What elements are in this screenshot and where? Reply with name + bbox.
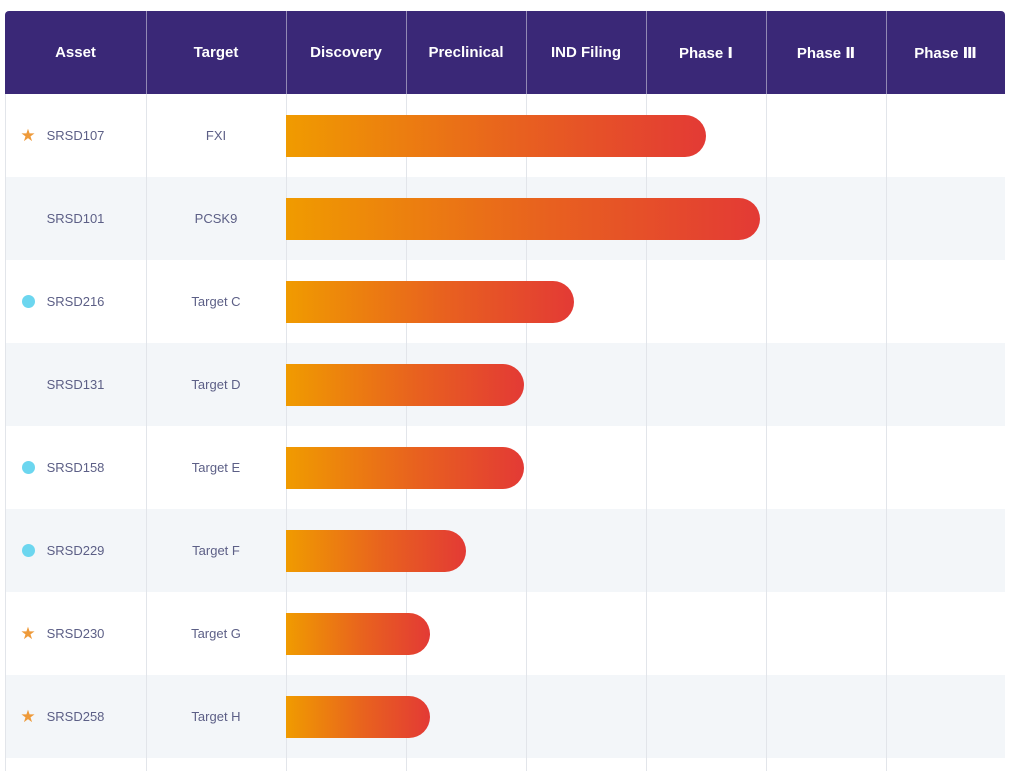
column-header-0: Asset <box>55 44 96 61</box>
column-divider <box>646 94 647 771</box>
dot-icon <box>19 260 37 343</box>
progress-bar <box>286 446 524 489</box>
column-divider <box>766 94 767 771</box>
table-left-border <box>5 94 6 771</box>
table-row: SRSD230 ★ Target G <box>5 592 1005 675</box>
table-row: SRSD131 Target D <box>5 343 1005 426</box>
table-row: SRSD158 Target E <box>5 426 1005 509</box>
header-divider <box>146 11 147 94</box>
header-divider <box>286 11 287 94</box>
column-divider <box>886 94 887 771</box>
column-divider <box>526 94 527 771</box>
dot-icon <box>19 509 37 592</box>
table-header: Asset Target Discovery Preclinical IND Filin… <box>5 11 1005 94</box>
progress-bar <box>286 114 706 157</box>
column-divider <box>406 94 407 771</box>
target-name: Target F <box>192 543 240 558</box>
star-icon: ★ <box>20 126 36 145</box>
asset-name: SRSD101 <box>46 211 105 226</box>
column-header-3: Preclinical <box>428 44 504 61</box>
progress-bar <box>286 280 574 323</box>
target-name: Target G <box>191 626 241 641</box>
table-row: SRSD216 Target C <box>5 260 1005 343</box>
asset-name: SRSD229 <box>46 543 105 558</box>
star-icon: ★ <box>20 707 36 726</box>
table-row: SRSD258 ★ Target H <box>5 675 1005 758</box>
asset-name: SRSD216 <box>46 294 105 309</box>
progress-bar <box>286 612 430 655</box>
header-divider <box>526 11 527 94</box>
column-header-7: Phase Ⅲ <box>914 44 977 62</box>
asset-name: SRSD230 <box>46 626 105 641</box>
progress-bar <box>286 695 430 738</box>
column-header-1: Target <box>193 44 239 61</box>
table-row: SRSD229 Target F <box>5 509 1005 592</box>
progress-bar <box>286 529 466 572</box>
target-name: Target E <box>191 460 241 475</box>
asset-name: SRSD258 <box>46 709 105 724</box>
table-row: SRSD107 ★ FXI <box>5 94 1005 177</box>
column-header-4: IND Filing <box>551 44 621 61</box>
star-icon: ★ <box>20 624 36 643</box>
column-divider <box>146 94 147 771</box>
asset-name: SRSD107 <box>46 128 105 143</box>
column-header-5: Phase Ⅰ <box>679 44 733 62</box>
target-name: PCSK9 <box>194 211 238 226</box>
asset-name: SRSD158 <box>46 460 105 475</box>
column-divider <box>286 94 287 771</box>
target-name: Target D <box>191 377 241 392</box>
table-row: SRSD101 PCSK9 <box>5 177 1005 260</box>
dot-icon <box>19 426 37 509</box>
progress-bar <box>286 363 524 406</box>
header-divider <box>886 11 887 94</box>
header-divider <box>766 11 767 94</box>
progress-bar <box>286 197 760 240</box>
pipeline-table: Asset Target Discovery Preclinical IND Filin… <box>5 11 1005 771</box>
target-name: Target C <box>191 294 241 309</box>
target-name: FXI <box>205 128 227 143</box>
column-header-6: Phase Ⅱ <box>796 44 856 62</box>
header-divider <box>646 11 647 94</box>
column-header-2: Discovery <box>310 44 382 61</box>
asset-name: SRSD131 <box>46 377 105 392</box>
target-name: Target H <box>191 709 241 724</box>
header-divider <box>406 11 407 94</box>
